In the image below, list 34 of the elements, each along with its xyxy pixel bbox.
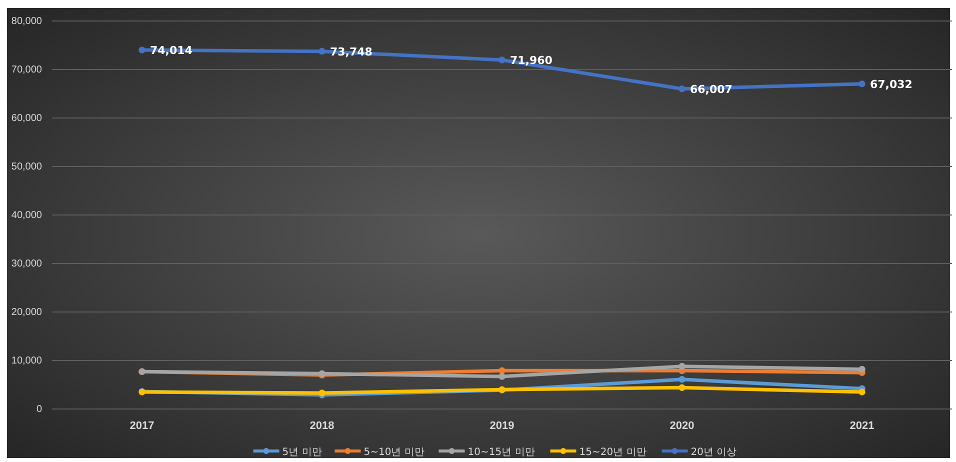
- point: [498, 56, 506, 64]
- point: [318, 48, 326, 55]
- x-tick-label: 2018: [310, 420, 334, 432]
- legend-label: 5~10년 미만: [364, 447, 424, 458]
- x-tick-label: 2017: [130, 420, 154, 432]
- y-tick-label: 50,000: [11, 162, 42, 173]
- point: [678, 376, 686, 383]
- y-tick-label: 80,000: [11, 16, 42, 28]
- point: [858, 388, 866, 396]
- point: [498, 373, 506, 380]
- point: [138, 46, 146, 54]
- y-tick-label: 60,000: [11, 113, 42, 124]
- point: [858, 366, 866, 373]
- legend-label: 10~15년 미만: [468, 447, 535, 458]
- data-label: 71,960: [510, 54, 553, 67]
- legend-label: 20년 이상: [690, 447, 737, 458]
- y-tick-label: 20,000: [11, 307, 42, 318]
- data-label: 66,007: [690, 82, 732, 96]
- x-tick-label: 2021: [850, 420, 874, 432]
- x-tick-label: 2020: [670, 420, 694, 432]
- point: [678, 384, 686, 392]
- point: [498, 367, 506, 374]
- y-tick-label: 0: [36, 404, 42, 416]
- point: [678, 85, 686, 92]
- data-label: 67,032: [870, 78, 912, 91]
- point: [858, 80, 866, 88]
- y-tick-label: 70,000: [11, 64, 42, 76]
- y-tick-label: 40,000: [11, 210, 42, 222]
- x-tick-label: 2019: [490, 420, 514, 432]
- y-tick-label: 10,000: [11, 356, 42, 367]
- legend-label: 15~20년 미만: [579, 447, 646, 458]
- legend-label: 5년 미만: [282, 447, 322, 458]
- y-tick-label: 30,000: [11, 258, 42, 270]
- point: [678, 362, 686, 370]
